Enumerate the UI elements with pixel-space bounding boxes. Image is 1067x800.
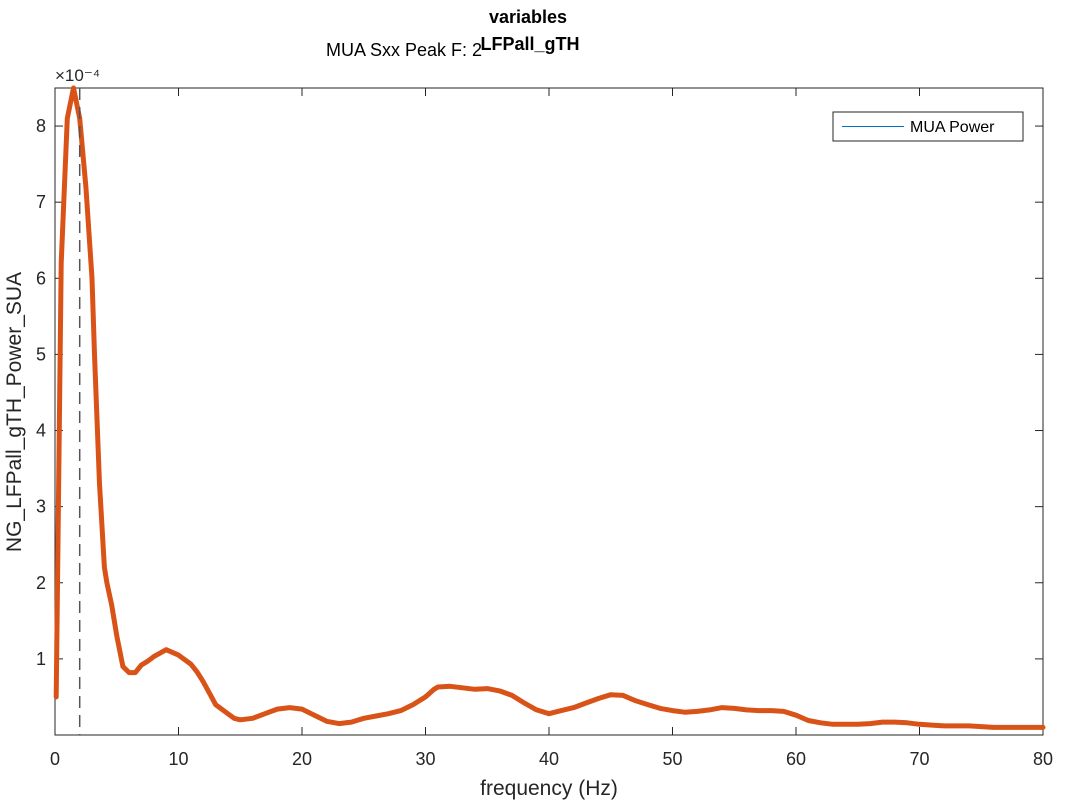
plot-area [54, 87, 1044, 736]
legend: MUA Power [832, 111, 1024, 142]
y-tick-label: 7 [36, 192, 46, 212]
x-tick-label: 30 [415, 749, 435, 769]
x-tick-label: 70 [909, 749, 929, 769]
plot-layer [53, 85, 1046, 735]
x-tick-label: 40 [539, 749, 559, 769]
x-tick-label: 80 [1033, 749, 1053, 769]
y-axis: 1 2 3 4 5 6 7 8 [36, 116, 1043, 669]
chart-subtitle: LFPall_gTH [480, 34, 579, 54]
y-tick-label: 4 [36, 421, 46, 441]
x-tick-label: 50 [662, 749, 682, 769]
x-axis-label: frequency (Hz) [480, 777, 618, 800]
series-line-mua-power [53, 85, 1046, 730]
y-exponent-label: ×10⁻⁴ [55, 66, 100, 85]
x-tick-label: 20 [292, 749, 312, 769]
x-tick-label: 10 [168, 749, 188, 769]
x-axis: 0 10 20 30 40 50 60 70 80 [50, 88, 1053, 769]
y-tick-label: 6 [36, 268, 46, 288]
y-tick-label: 2 [36, 573, 46, 593]
peak-annotation: MUA Sxx Peak F: 2 [326, 40, 482, 60]
y-tick-label: 5 [36, 344, 46, 364]
y-tick-label: 3 [36, 497, 46, 517]
y-tick-label: 8 [36, 116, 46, 136]
legend-box [832, 111, 1024, 142]
legend-label-mua-power: MUA Power [910, 119, 995, 136]
y-tick-label: 1 [36, 649, 46, 669]
x-tick-label: 60 [786, 749, 806, 769]
chart-title: variables [489, 7, 567, 27]
y-axis-label: NG_LFPall_gTH_Power_SUA [3, 272, 26, 552]
x-tick-label: 0 [50, 749, 60, 769]
